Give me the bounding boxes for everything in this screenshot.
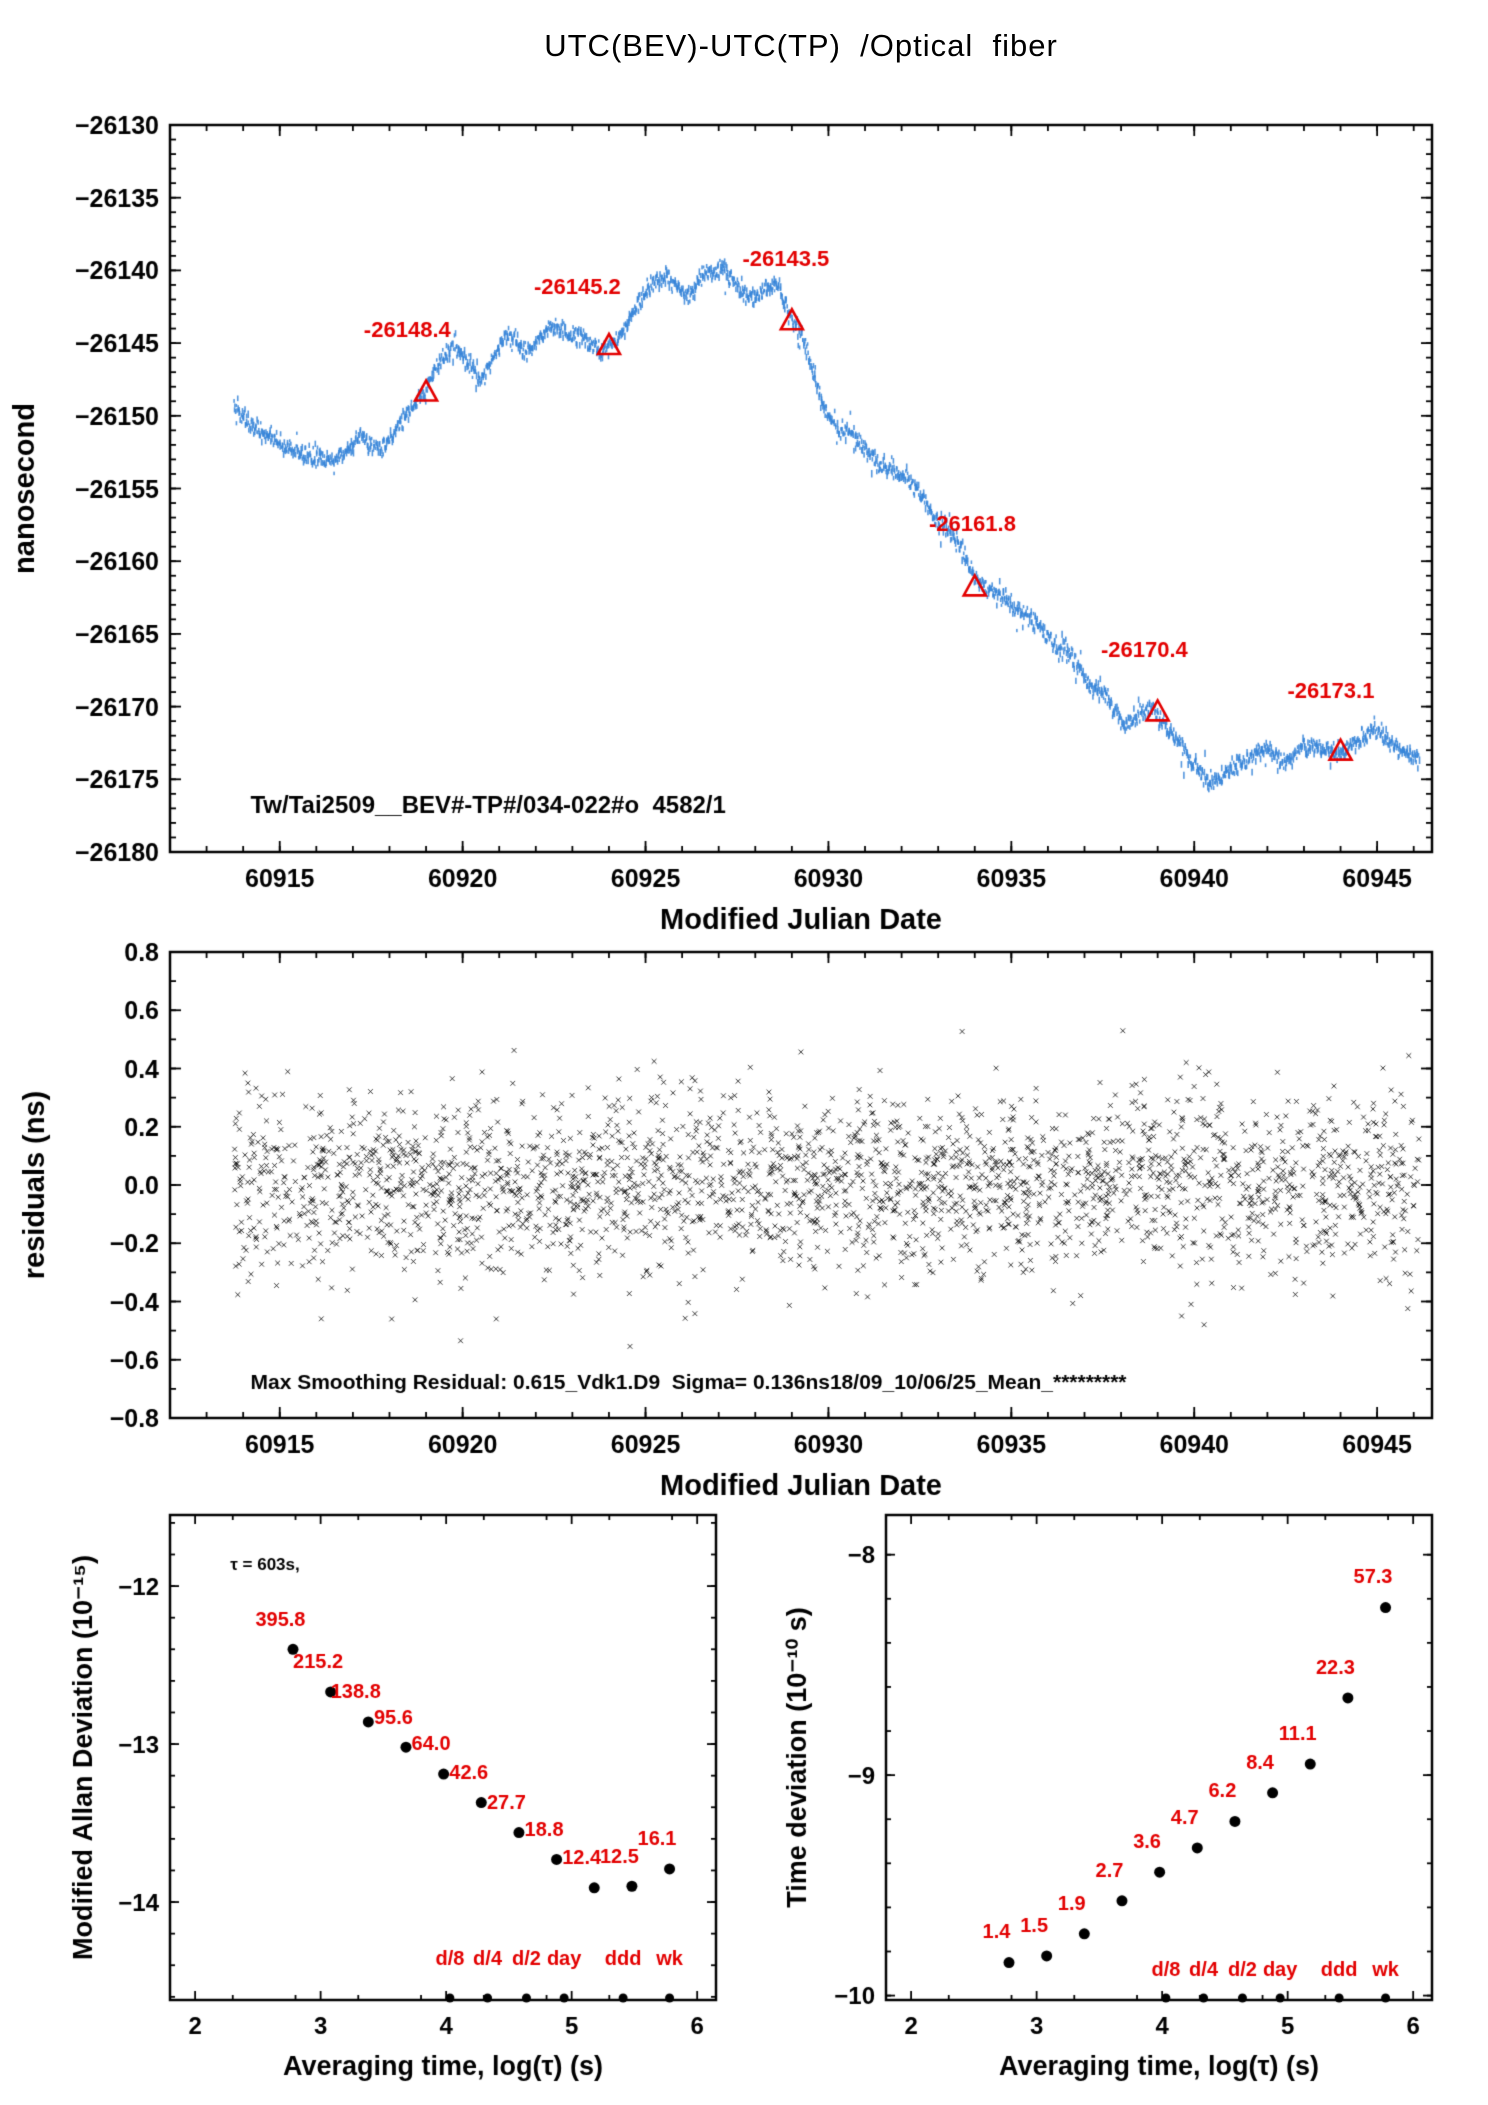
figure-page: UTC(BEV)-UTC(TP) /Optical fiber (0, 0, 1488, 2105)
charts-canvas (0, 0, 1488, 2105)
